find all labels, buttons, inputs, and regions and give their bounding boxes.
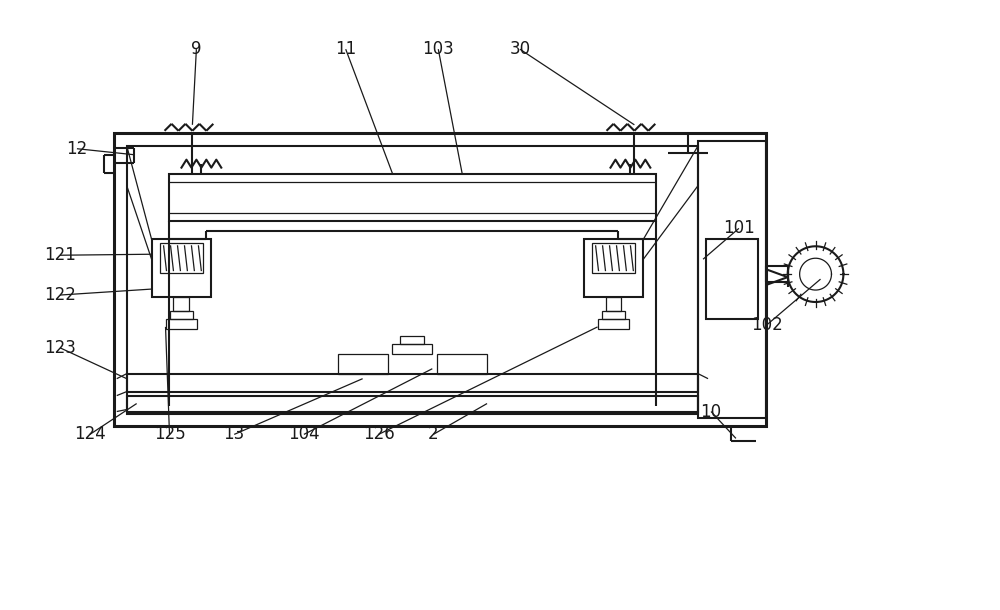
Bar <box>127 146 698 414</box>
Bar <box>584 239 643 297</box>
Text: 121: 121 <box>44 246 76 264</box>
Bar <box>114 133 766 426</box>
Bar <box>606 297 621 311</box>
Bar <box>598 319 629 329</box>
Bar <box>127 374 698 392</box>
Text: 30: 30 <box>509 40 530 58</box>
Bar <box>160 243 203 273</box>
Text: 122: 122 <box>44 286 76 304</box>
Bar <box>602 311 625 319</box>
Text: 126: 126 <box>363 425 394 443</box>
Text: 104: 104 <box>288 425 320 443</box>
Bar <box>170 311 193 319</box>
Bar <box>173 297 189 311</box>
Bar <box>437 354 487 374</box>
Bar <box>166 319 197 329</box>
Text: 10: 10 <box>700 403 722 420</box>
Text: 12: 12 <box>66 140 88 158</box>
Text: 125: 125 <box>154 425 185 443</box>
Text: 102: 102 <box>751 316 783 334</box>
Text: 123: 123 <box>44 339 76 357</box>
Text: 101: 101 <box>723 220 755 237</box>
Bar <box>152 239 211 297</box>
Bar <box>400 336 424 344</box>
Text: 2: 2 <box>428 425 439 443</box>
Text: 103: 103 <box>422 40 454 58</box>
Bar <box>392 344 432 354</box>
Bar <box>592 243 635 273</box>
Bar <box>706 239 758 319</box>
Bar <box>698 141 766 418</box>
Bar <box>169 174 656 221</box>
Bar <box>338 354 388 374</box>
Text: 9: 9 <box>191 40 202 58</box>
Text: 124: 124 <box>74 425 106 443</box>
Text: 11: 11 <box>335 40 356 58</box>
Bar <box>127 396 698 412</box>
Text: 13: 13 <box>224 425 245 443</box>
